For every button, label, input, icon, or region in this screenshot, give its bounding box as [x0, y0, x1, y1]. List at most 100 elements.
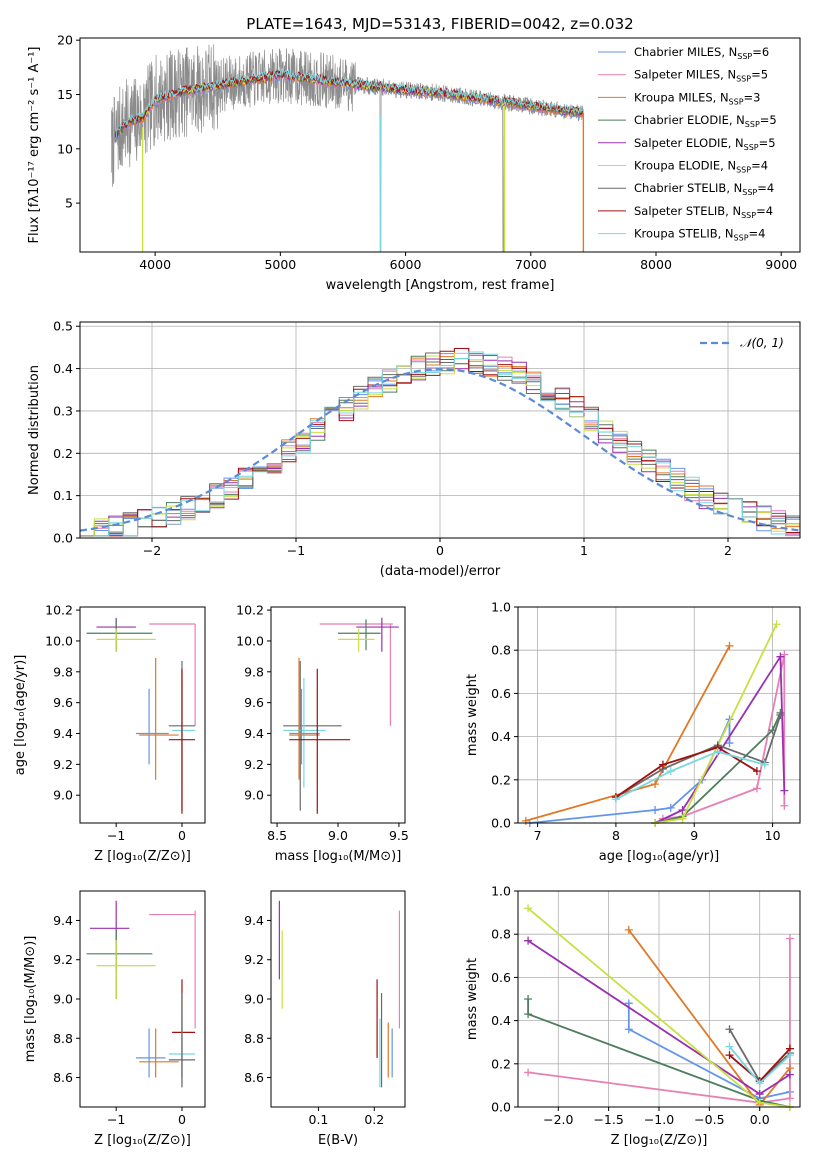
point-kroupa-elodie — [772, 620, 781, 629]
y-tick-label: 10.2 — [45, 603, 73, 618]
y-tick-label: 0.0 — [491, 816, 511, 831]
y-tick-label: 0.5 — [53, 319, 73, 334]
y-tick-label: 0.1 — [53, 488, 73, 503]
x-axis-label: Z [log₁₀(Z/Z⊙)] — [611, 1133, 708, 1148]
y-tick-label: 9.4 — [244, 726, 264, 741]
y-axis-label: mass [log₁₀(M/M⊙)] — [23, 936, 38, 1063]
panel-spectrum: 4000 5000 6000 7000 8000 9000 5 10 15 20 wavelengt… — [27, 33, 801, 293]
point-kroupa-stelib — [760, 760, 769, 769]
y-tick-label: 9.0 — [244, 788, 264, 803]
y-tick-label: 20 — [57, 33, 73, 48]
normal-reference-curve — [79, 367, 801, 532]
y-tick-label: 9.2 — [244, 952, 264, 967]
x-tick-label: 0 — [178, 828, 186, 843]
point-kroupa-miles — [624, 925, 633, 934]
x-tick-label: 4000 — [139, 257, 171, 272]
x-tick-label: −1 — [107, 1112, 125, 1127]
plot-frame — [79, 606, 206, 824]
point-chabrier-miles — [666, 803, 675, 812]
x-axis-label: Z [log₁₀(Z/Z⊙)] — [94, 849, 191, 864]
y-tick-label: 9.4 — [53, 726, 73, 741]
x-tick-label: 9000 — [765, 257, 797, 272]
point-salpeter-elodie — [780, 786, 789, 795]
legend-count: =5 — [751, 68, 768, 82]
y-tick-label: 9.4 — [244, 913, 264, 928]
point-salpeter-elodie — [755, 1090, 764, 1099]
x-tick-label: 1 — [580, 543, 588, 558]
line-chabrier-miles — [627, 1003, 791, 1100]
plot-frame — [79, 890, 206, 1108]
x-tick-label: −0.5 — [694, 1112, 724, 1127]
x-axis-label: E(B-V) — [318, 1133, 358, 1148]
legend-count: =4 — [749, 227, 766, 241]
point-kroupa-elodie — [678, 814, 687, 823]
y-axis-label: mass weight — [465, 674, 480, 756]
point-kroupa-miles — [651, 780, 660, 789]
y-tick-label: 0.6 — [491, 686, 511, 701]
legend-entry-kroupa-stelib: Kroupa STELIB, NSSP=4 — [634, 227, 765, 243]
legend-subscript: SSP — [744, 143, 759, 152]
y-tick-label: 1.0 — [491, 600, 511, 615]
legend-entry-kroupa-miles: Kroupa MILES, NSSP=3 — [634, 90, 760, 106]
point-salpeter-stelib — [752, 767, 761, 776]
panel-mass-vs-metallicity: −1 0 8.6 8.8 9.0 9.2 9.4 Z [log₁₀(Z/Z⊙)] mass [l… — [23, 890, 206, 1148]
y-tick-label: 0.0 — [53, 531, 73, 546]
point-kroupa-stelib — [611, 795, 620, 804]
x-tick-label: 2 — [724, 543, 732, 558]
line-kroupa-stelib — [615, 750, 766, 801]
y-axis-label: mass weight — [465, 958, 480, 1040]
legend-subscript: SSP — [736, 75, 751, 84]
legend-count: =4 — [751, 159, 768, 173]
point-kroupa-elodie — [524, 904, 533, 913]
line-kroupa-miles — [525, 645, 731, 822]
x-tick-label: −1.5 — [593, 1112, 623, 1127]
x-tick-label: 8000 — [640, 257, 672, 272]
y-axis-label: Flux [fλ10⁻¹⁷ erg cm⁻² s⁻¹ A⁻¹] — [27, 47, 42, 244]
x-tick-label: 5000 — [264, 257, 296, 272]
y-tick-label: 10.0 — [45, 633, 73, 648]
legend-entry-chabrier-miles: Chabrier MILES, NSSP=6 — [634, 45, 769, 61]
x-tick-label: 0.1 — [309, 1112, 329, 1127]
x-tick-label: −1 — [107, 828, 125, 843]
x-tick-label: 0 — [178, 1112, 186, 1127]
x-tick-label: 0 — [436, 543, 444, 558]
model-fit-kroupa-stelib — [114, 68, 584, 139]
y-tick-label: 0.4 — [491, 729, 511, 744]
legend-text: Kroupa MILES, N — [634, 90, 729, 104]
x-axis-label: age [log₁₀(age/yr)] — [599, 849, 720, 864]
x-tick-label: 10 — [765, 828, 781, 843]
x-tick-label: −1.0 — [644, 1112, 674, 1127]
legend-entry-chabrier-elodie: Chabrier ELODIE, NSSP=5 — [634, 113, 777, 129]
point-salpeter-elodie — [776, 652, 785, 661]
point-chabrier-stelib — [776, 711, 785, 719]
point-kroupa-stelib — [666, 767, 675, 776]
legend-subscript: SSP — [736, 166, 751, 175]
line-chabrier-elodie — [527, 999, 791, 1108]
point-kroupa-stelib — [755, 1079, 764, 1088]
legend-subscript: SSP — [742, 188, 757, 197]
figure-title: PLATE=1643, MJD=53143, FIBERID=0042, z=0… — [246, 15, 633, 33]
x-tick-label: 8.5 — [267, 828, 287, 843]
y-tick-label: 8.8 — [244, 1031, 264, 1046]
y-tick-label: 0.2 — [491, 772, 511, 787]
legend-subscript: SSP — [737, 52, 752, 61]
y-axis-label: age [log₁₀(age/yr)] — [13, 655, 28, 776]
legend-entry-salpeter-miles: Salpeter MILES, NSSP=5 — [634, 68, 768, 84]
panel-age-vs-metallicity: −1 0 9.0 9.2 9.4 9.6 9.8 10.0 10.2 Z [log₁₀(Z/Z⊙)… — [13, 603, 206, 864]
x-tick-label: −2.0 — [543, 1112, 573, 1127]
legend-subscript: SSP — [734, 234, 749, 243]
line-salpeter-elodie — [654, 653, 786, 824]
y-tick-label: 9.2 — [244, 757, 264, 772]
plot-frame — [517, 606, 801, 824]
point-kroupa-stelib — [725, 1042, 734, 1051]
y-tick-label: 9.6 — [244, 695, 264, 710]
y-tick-label: 9.0 — [53, 992, 73, 1007]
point-chabrier-elodie — [524, 995, 533, 1003]
point-salpeter-elodie — [678, 806, 687, 815]
point-chabrier-miles — [725, 739, 734, 748]
legend-text: Kroupa STELIB, N — [634, 227, 734, 241]
x-tick-label: 7 — [534, 828, 542, 843]
x-tick-label: −2 — [143, 543, 161, 558]
legend-text: Salpeter MILES, N — [634, 68, 736, 82]
y-tick-label: 8.6 — [244, 1070, 264, 1085]
